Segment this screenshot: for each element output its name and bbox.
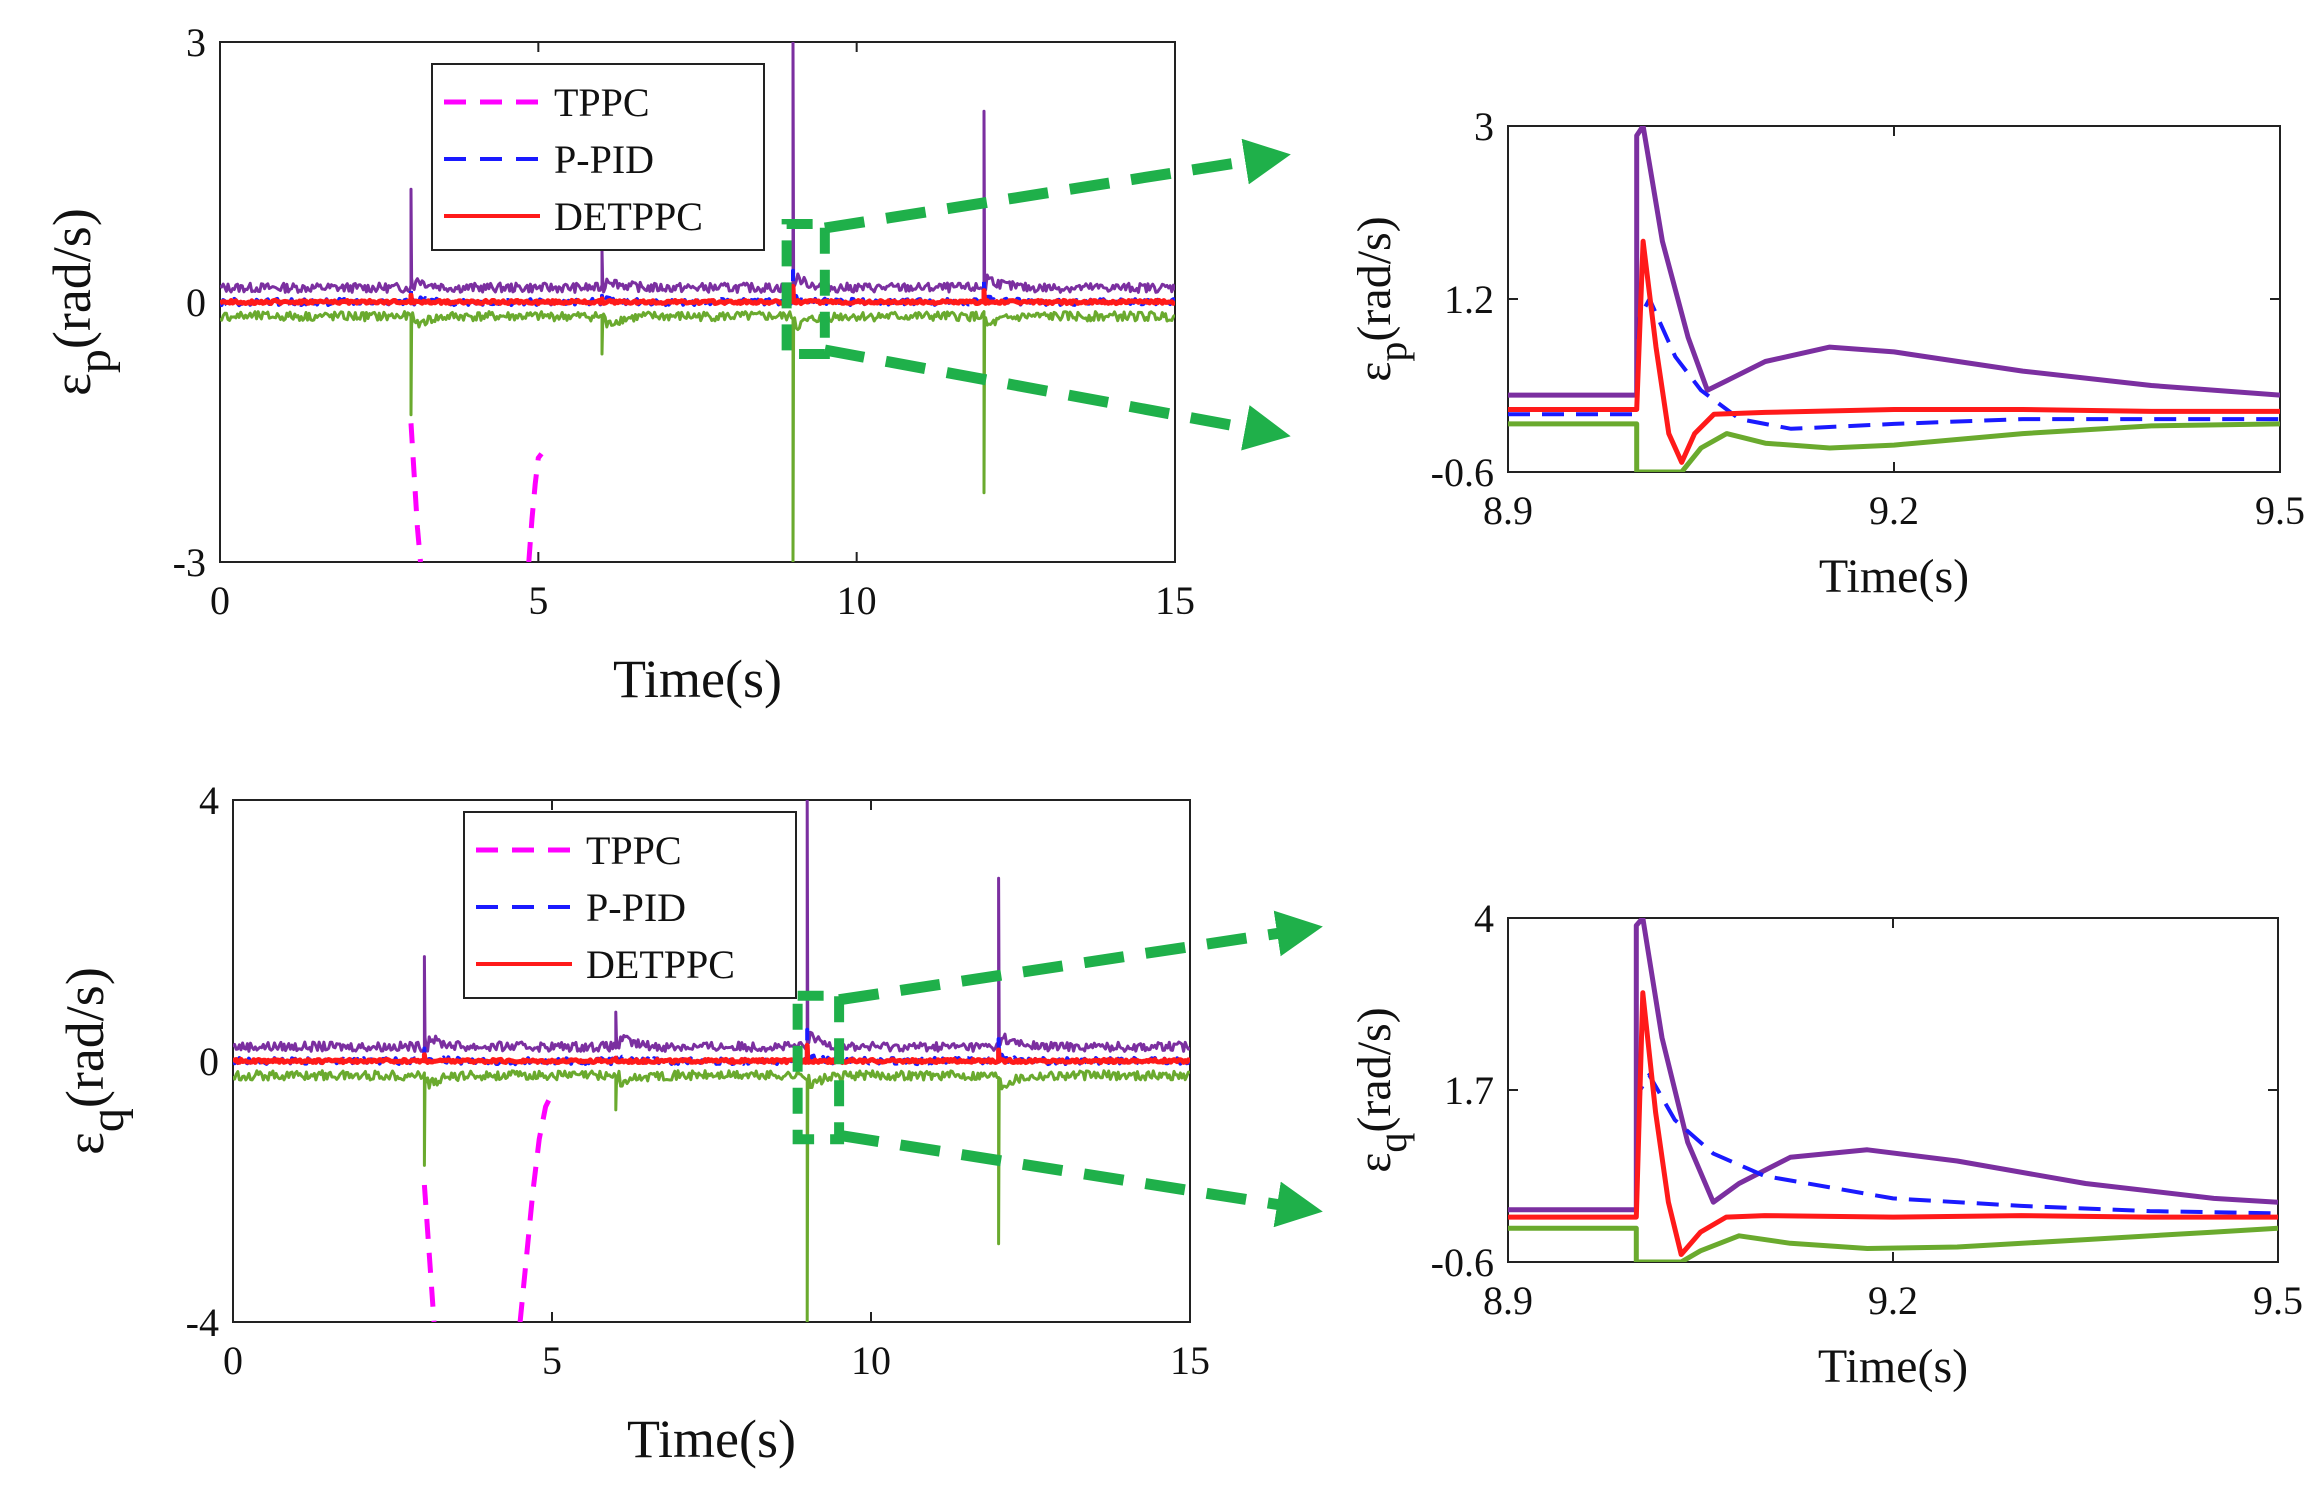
- x-axis-label: Time(s): [1818, 1340, 1968, 1393]
- x-tick-label: 10: [851, 1338, 891, 1383]
- series-detppc: [1508, 238, 2280, 465]
- series-tppc-segment: [421, 1184, 437, 1322]
- series-upper: [220, 42, 1175, 294]
- x-tick-label: 9.2: [1868, 1278, 1918, 1323]
- y-tick-label: -0.6: [1431, 450, 1494, 495]
- series-upper: [1508, 918, 2278, 1213]
- y-axis-label: εq(rad/s): [55, 967, 134, 1155]
- data-lines: [220, 42, 1175, 562]
- series-detppc: [1508, 990, 2278, 1257]
- series-lower: [220, 310, 1175, 562]
- legend-label-p-pid: P-PID: [554, 137, 654, 182]
- y-axis-label: εp(rad/s): [1348, 216, 1415, 381]
- series-upper: [233, 800, 1190, 1053]
- y-tick-label: 3: [186, 20, 206, 65]
- panel-top-main: 0 5 10 15-303Time(s)εp(rad/s)TPPCP-PIDDETPP…: [42, 20, 1195, 709]
- y-tick-label: 1.7: [1444, 1068, 1494, 1113]
- legend-label-detppc: DETPPC: [586, 942, 735, 987]
- panel-bottom-zoom: 8.9 9.2 9.5 -0.6 1.7 4 Time(s) εq(rad/s): [1348, 896, 2303, 1393]
- data-lines: [233, 800, 1190, 1322]
- y-tick-label: -0.6: [1431, 1240, 1494, 1285]
- panel-bottom-main: 0 5 10 15-404Time(s)εq(rad/s)TPPCP-PIDDETPP…: [55, 778, 1210, 1469]
- x-tick-label: 15: [1170, 1338, 1210, 1383]
- x-tick-label: 0: [210, 578, 230, 623]
- series-tppc-segment: [526, 452, 544, 562]
- x-axis-label: Time(s): [613, 649, 782, 709]
- legend-label-tppc: TPPC: [586, 828, 682, 873]
- y-tick-label: -3: [173, 540, 206, 585]
- series-detppc: [220, 283, 1175, 307]
- legend-label-p-pid: P-PID: [586, 885, 686, 930]
- data-lines: [1508, 918, 2278, 1262]
- series-tppc-segment: [517, 1092, 555, 1322]
- zoom-arrow-upper: [823, 138, 1291, 234]
- y-tick-label: 3: [1474, 104, 1494, 149]
- y-axis-label: εp(rad/s): [42, 208, 121, 396]
- y-tick-label: 4: [199, 778, 219, 823]
- legend-label-detppc: DETPPC: [554, 194, 703, 239]
- legend: TPPC P-PID DETPPC: [431, 63, 765, 251]
- panel-top-zoom: 8.9 9.2 9.5 -0.6 1.2 3 Time(s) εp(rad/s): [1348, 104, 2305, 603]
- series-upper: [1508, 126, 2280, 398]
- series-lower: [1508, 421, 2280, 472]
- x-axis-label: Time(s): [627, 1409, 796, 1469]
- zoom-arrow-lower: [838, 1129, 1323, 1228]
- x-tick-label: 0: [223, 1338, 243, 1383]
- y-tick-label: -4: [186, 1300, 219, 1345]
- x-tick-label: 5: [528, 578, 548, 623]
- series-lower: [1508, 1225, 2278, 1262]
- data-lines: [1508, 126, 2280, 472]
- zoom-arrow-lower: [823, 344, 1291, 451]
- series-lower: [233, 1069, 1190, 1322]
- y-axis-label: εq(rad/s): [1348, 1007, 1415, 1172]
- y-tick-label: 4: [1474, 896, 1494, 941]
- x-tick-label: 9.2: [1869, 488, 1919, 533]
- x-tick-label: 15: [1155, 578, 1195, 623]
- zoom-box: [792, 990, 845, 1145]
- x-tick-label: 5: [542, 1338, 562, 1383]
- zoom-box: [781, 219, 830, 359]
- legend-label-tppc: TPPC: [554, 80, 650, 125]
- x-axis-label: Time(s): [1819, 550, 1969, 603]
- x-tick-label: 8.9: [1483, 1278, 1533, 1323]
- legend: TPPC P-PID DETPPC: [463, 811, 797, 999]
- series-tppc-segment: [408, 423, 423, 562]
- x-tick-label: 9.5: [2255, 488, 2305, 533]
- zoom-arrow-upper: [838, 910, 1323, 1006]
- x-tick-label: 9.5: [2253, 1278, 2303, 1323]
- series-detppc: [233, 1042, 1190, 1066]
- y-tick-label: 0: [186, 280, 206, 325]
- x-tick-label: 8.9: [1483, 488, 1533, 533]
- x-tick-label: 10: [837, 578, 877, 623]
- y-tick-label: 0: [199, 1039, 219, 1084]
- y-tick-label: 1.2: [1444, 277, 1494, 322]
